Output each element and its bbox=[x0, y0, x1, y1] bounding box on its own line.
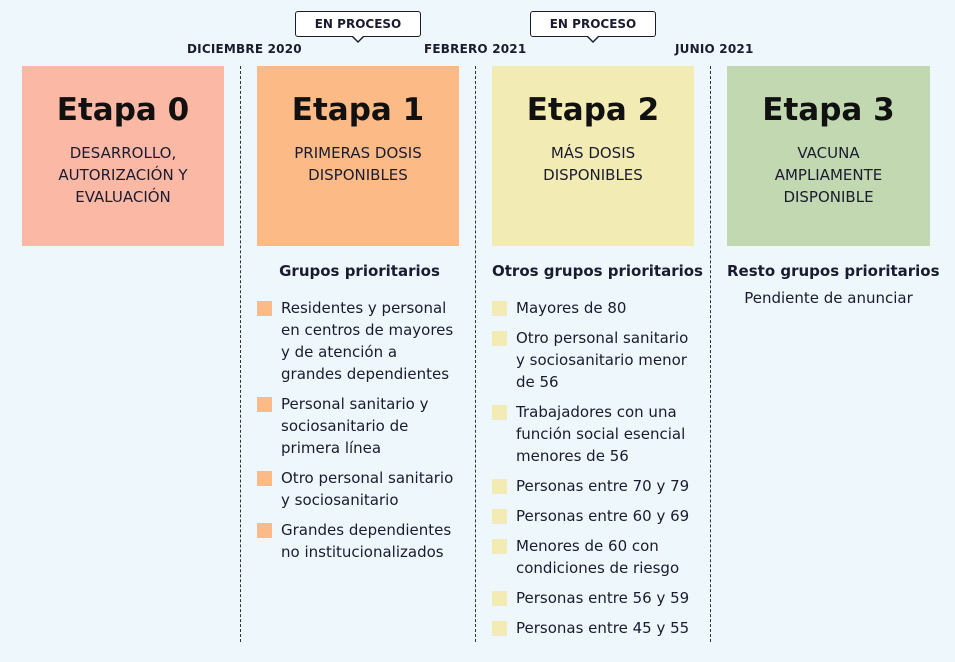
stage-description: PRIMERAS DOSIS DISPONIBLES bbox=[294, 144, 422, 184]
list-item: Otro personal sanitario y sociosanitario bbox=[257, 467, 462, 511]
bullet-square-icon bbox=[492, 479, 507, 494]
stage-1-groups: Grupos prioritarios Residentes y persona… bbox=[257, 262, 462, 571]
badge-pointer-icon bbox=[586, 35, 600, 43]
list-item-label: Menores de 60 con condiciones de riesgo bbox=[516, 537, 680, 577]
stage-description: MÁS DOSIS DISPONIBLES bbox=[543, 144, 643, 184]
bullet-square-icon bbox=[257, 523, 272, 538]
date-february-2021: FEBRERO 2021 bbox=[424, 42, 527, 56]
stage-2-groups: Otros grupos prioritarios Mayores de 80 … bbox=[492, 262, 703, 647]
timeline-divider-2 bbox=[475, 66, 476, 642]
list-item: Personas entre 45 y 55 bbox=[492, 617, 700, 639]
list-item-label: Personas entre 60 y 69 bbox=[516, 507, 690, 525]
status-badge-stage-2: EN PROCESO bbox=[530, 11, 656, 43]
bullet-square-icon bbox=[492, 405, 507, 420]
timeline-divider-1 bbox=[240, 66, 241, 642]
stage-2-box: Etapa 2 MÁS DOSIS DISPONIBLES bbox=[492, 66, 694, 246]
list-item: Residentes y personal en centros de mayo… bbox=[257, 297, 462, 385]
stage-title: Etapa 0 bbox=[56, 92, 190, 128]
list-item: Trabajadores con una función social esen… bbox=[492, 401, 700, 467]
list-item: Grandes dependientes no institucionaliza… bbox=[257, 519, 462, 563]
list-item: Mayores de 80 bbox=[492, 297, 700, 319]
status-badge-label: EN PROCESO bbox=[314, 17, 402, 31]
bullet-square-icon bbox=[257, 397, 272, 412]
bullet-square-icon bbox=[492, 621, 507, 636]
stage-3-groups: Resto grupos prioritarios Pendiente de a… bbox=[727, 262, 940, 307]
bullet-square-icon bbox=[492, 301, 507, 316]
stage-description: DESARROLLO, AUTORIZACIÓN Y EVALUACIÓN bbox=[58, 144, 188, 206]
list-item-label: Mayores de 80 bbox=[516, 299, 627, 317]
list-item: Otro personal sanitario y sociosanitario… bbox=[492, 327, 700, 393]
list-item: Personas entre 60 y 69 bbox=[492, 505, 700, 527]
list-item-label: Personas entre 56 y 59 bbox=[516, 589, 690, 607]
bullet-square-icon bbox=[257, 471, 272, 486]
list-item-label: Trabajadores con una función social esen… bbox=[516, 403, 686, 465]
stage-title: Etapa 3 bbox=[762, 92, 895, 128]
list-item-label: Grandes dependientes no institucionaliza… bbox=[281, 521, 452, 561]
list-item-label: Personas entre 70 y 79 bbox=[516, 477, 690, 495]
badge-pointer-icon bbox=[351, 35, 365, 43]
list-item-label: Residentes y personal en centros de mayo… bbox=[281, 299, 454, 383]
group-list: Mayores de 80 Otro personal sanitario y … bbox=[492, 297, 700, 639]
date-june-2021: JUNIO 2021 bbox=[675, 42, 754, 56]
list-item-label: Otro personal sanitario y sociosanitario bbox=[281, 469, 454, 509]
list-item-label: Personal sanitario y sociosanitario de p… bbox=[281, 395, 429, 457]
stage-description: VACUNA AMPLIAMENTE DISPONIBLE bbox=[774, 144, 883, 206]
stage-3-box: Etapa 3 VACUNA AMPLIAMENTE DISPONIBLE bbox=[727, 66, 930, 246]
stage-title: Etapa 2 bbox=[526, 92, 660, 128]
bullet-square-icon bbox=[257, 301, 272, 316]
groups-heading: Resto grupos prioritarios bbox=[727, 262, 940, 280]
bullet-square-icon bbox=[492, 331, 507, 346]
date-december-2020: DICIEMBRE 2020 bbox=[187, 42, 302, 56]
timeline-divider-3 bbox=[710, 66, 711, 642]
stage-0-box: Etapa 0 DESARROLLO, AUTORIZACIÓN Y EVALU… bbox=[22, 66, 224, 246]
list-item: Menores de 60 con condiciones de riesgo bbox=[492, 535, 700, 579]
status-badge-stage-1: EN PROCESO bbox=[295, 11, 421, 43]
group-list: Residentes y personal en centros de mayo… bbox=[257, 297, 462, 563]
bullet-square-icon bbox=[492, 509, 507, 524]
list-item: Personal sanitario y sociosanitario de p… bbox=[257, 393, 462, 459]
groups-heading: Otros grupos prioritarios bbox=[492, 262, 703, 280]
bullet-square-icon bbox=[492, 591, 507, 606]
list-item: Personas entre 56 y 59 bbox=[492, 587, 700, 609]
status-badge-label: EN PROCESO bbox=[549, 17, 637, 31]
list-item-label: Personas entre 45 y 55 bbox=[516, 619, 690, 637]
stage-1-box: Etapa 1 PRIMERAS DOSIS DISPONIBLES bbox=[257, 66, 459, 246]
list-item: Personas entre 70 y 79 bbox=[492, 475, 700, 497]
pending-note: Pendiente de anunciar bbox=[744, 289, 913, 307]
list-item-label: Otro personal sanitario y sociosanitario… bbox=[516, 329, 689, 391]
groups-heading: Grupos prioritarios bbox=[279, 262, 440, 280]
stage-title: Etapa 1 bbox=[291, 92, 425, 128]
bullet-square-icon bbox=[492, 539, 507, 554]
